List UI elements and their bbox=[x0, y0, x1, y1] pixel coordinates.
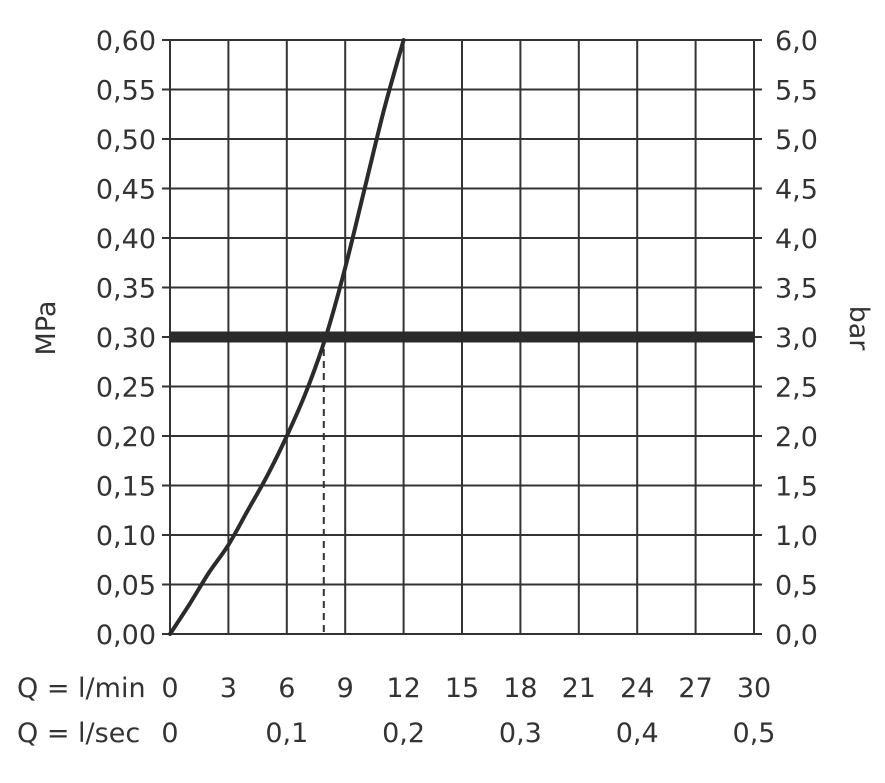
left-tick-label: 0,55 bbox=[96, 76, 156, 107]
x-tick-label-lmin: 3 bbox=[220, 673, 237, 704]
left-tick-label: 0,40 bbox=[96, 224, 156, 255]
right-tick-label: 1,5 bbox=[775, 472, 818, 503]
left-tick-label: 0,45 bbox=[96, 175, 156, 206]
right-tick-label: 3,0 bbox=[775, 323, 818, 354]
left-tick-label: 0,35 bbox=[96, 274, 156, 305]
right-tick-label: 0,5 bbox=[775, 571, 818, 602]
right-axis-label: bar bbox=[843, 306, 874, 352]
x-tick-label-lmin: 15 bbox=[445, 673, 479, 704]
x-tick-label-lsec: 0,1 bbox=[265, 718, 308, 749]
left-tick-label: 0,50 bbox=[96, 125, 156, 156]
left-tick-label: 0,10 bbox=[96, 521, 156, 552]
right-tick-label: 2,0 bbox=[775, 422, 818, 453]
tick-labels: 0,000,050,100,150,200,250,300,350,400,45… bbox=[96, 26, 818, 749]
x-tick-label-lmin: 6 bbox=[278, 673, 295, 704]
flow-curve bbox=[168, 38, 406, 636]
left-axis-label: MPa bbox=[31, 301, 62, 356]
x-tick-label-lsec: 0,2 bbox=[382, 718, 425, 749]
right-tick-label: 0,0 bbox=[775, 620, 818, 651]
x-tick-label-lmin: 30 bbox=[737, 673, 771, 704]
right-tick-label: 5,0 bbox=[775, 125, 818, 156]
x-tick-label-lmin: 24 bbox=[620, 673, 654, 704]
x-tick-label-lsec: 0 bbox=[161, 718, 178, 749]
x-tick-label-lsec: 0,3 bbox=[499, 718, 542, 749]
x-tick-label-lmin: 12 bbox=[386, 673, 420, 704]
x-tick-label-lmin: 18 bbox=[503, 673, 537, 704]
x-tick-label-lsec: 0,5 bbox=[733, 718, 776, 749]
curve-group bbox=[168, 38, 406, 636]
x-tick-label-lmin: 27 bbox=[678, 673, 712, 704]
right-tick-label: 4,0 bbox=[775, 224, 818, 255]
left-tick-label: 0,25 bbox=[96, 373, 156, 404]
right-tick-label: 1,0 bbox=[775, 521, 818, 552]
x-tick-label-lsec: 0,4 bbox=[616, 718, 659, 749]
left-tick-label: 0,00 bbox=[96, 620, 156, 651]
left-tick-label: 0,30 bbox=[96, 323, 156, 354]
left-tick-label: 0,05 bbox=[96, 571, 156, 602]
right-tick-label: 3,5 bbox=[775, 274, 818, 305]
right-tick-label: 6,0 bbox=[775, 26, 818, 57]
x-tick-label-lmin: 9 bbox=[337, 673, 354, 704]
x-axis-label-lsec: Q = l/sec bbox=[17, 718, 140, 749]
reference-line-group bbox=[170, 331, 754, 634]
right-tick-label: 5,5 bbox=[775, 76, 818, 107]
left-tick-label: 0,15 bbox=[96, 472, 156, 503]
x-axis-label-lmin: Q = l/min bbox=[17, 673, 146, 704]
left-tick-label: 0,20 bbox=[96, 422, 156, 453]
left-tick-label: 0,60 bbox=[96, 26, 156, 57]
x-tick-label-lmin: 0 bbox=[161, 673, 178, 704]
right-tick-label: 4,5 bbox=[775, 175, 818, 206]
right-tick-label: 2,5 bbox=[775, 373, 818, 404]
x-tick-label-lmin: 21 bbox=[562, 673, 596, 704]
